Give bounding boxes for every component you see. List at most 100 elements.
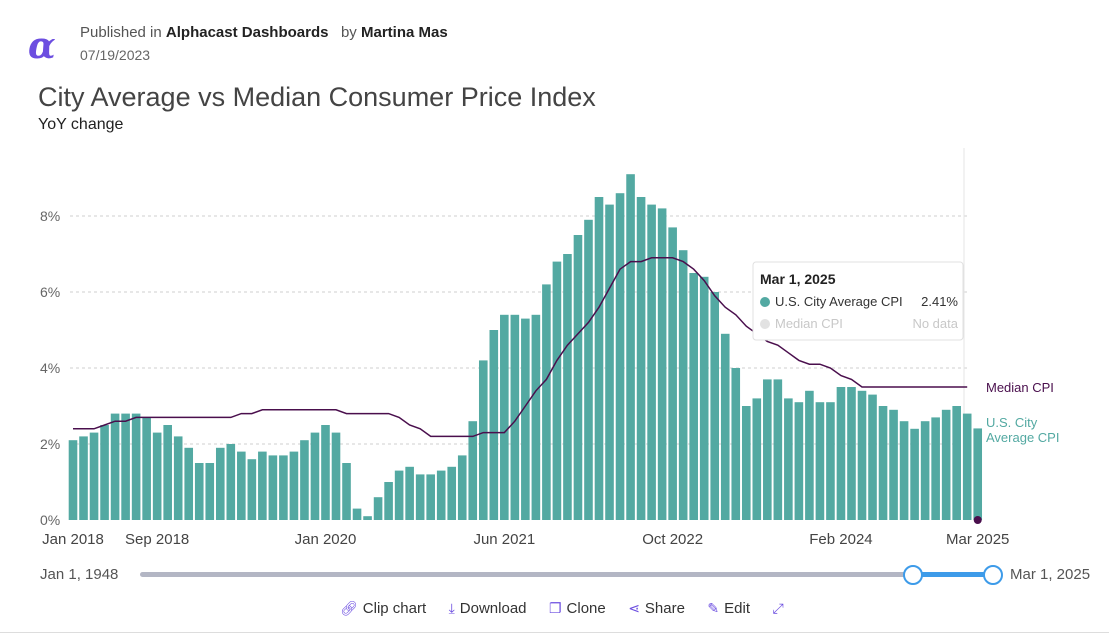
bar bbox=[552, 261, 562, 520]
x-tick-label: Oct 2022 bbox=[642, 531, 703, 548]
city-cpi-label-line1: U.S. City bbox=[986, 415, 1038, 430]
bar bbox=[205, 463, 215, 520]
bar bbox=[321, 425, 330, 520]
bar bbox=[436, 470, 446, 520]
by-prefix: by bbox=[340, 24, 357, 41]
clip-chart-button[interactable]: 🔗︎ Clip chart bbox=[340, 600, 426, 617]
y-tick-label: 2% bbox=[40, 436, 60, 452]
bar bbox=[720, 333, 730, 520]
bar bbox=[668, 227, 677, 520]
tooltip-box bbox=[752, 261, 964, 341]
bar bbox=[784, 398, 793, 520]
bar bbox=[173, 436, 183, 520]
bar bbox=[468, 421, 478, 520]
bar bbox=[279, 455, 288, 520]
tooltip-city-swatch bbox=[760, 297, 770, 307]
bar bbox=[258, 451, 267, 520]
divider bbox=[0, 632, 1109, 633]
bar bbox=[826, 402, 835, 520]
range-slider[interactable]: Jan 1, 1948 Mar 1, 2025 bbox=[0, 560, 1109, 590]
chart-subtitle: YoY change bbox=[38, 116, 124, 133]
bar bbox=[215, 447, 225, 520]
hover-point bbox=[973, 516, 982, 524]
bar bbox=[363, 516, 372, 520]
bar bbox=[773, 379, 783, 520]
bar bbox=[899, 421, 909, 520]
bar bbox=[300, 440, 309, 520]
x-tick-label: Jan 2020 bbox=[295, 531, 357, 548]
share-button[interactable]: ⋖ Share bbox=[628, 600, 685, 617]
tooltip-city-value: 2.41% bbox=[921, 294, 958, 309]
bar bbox=[405, 466, 414, 520]
bar bbox=[415, 474, 425, 520]
bar bbox=[605, 204, 614, 520]
bar bbox=[447, 466, 457, 520]
tooltip-median-label: Median CPI bbox=[775, 316, 843, 331]
edit-label: Edit bbox=[724, 600, 750, 617]
bar bbox=[741, 406, 751, 520]
bar bbox=[510, 314, 520, 520]
bar bbox=[489, 330, 499, 520]
x-tick-label: Feb 2024 bbox=[809, 531, 872, 548]
bar bbox=[194, 463, 204, 520]
cpi-chart[interactable]: 0% 2% 4% 6% 8% Jan 2018 Sep 2018 Jan 2020 Jun 20… bbox=[0, 140, 1109, 555]
publisher-link[interactable]: Alphacast Dashboards bbox=[165, 24, 329, 41]
alpha-logo-icon[interactable]: α bbox=[28, 25, 56, 67]
bar bbox=[310, 432, 320, 520]
median-cpi-label: Median CPI bbox=[986, 380, 1054, 395]
bar bbox=[952, 406, 961, 520]
fullscreen-button[interactable]: ⤢ bbox=[772, 600, 788, 617]
bar bbox=[478, 360, 488, 520]
bar bbox=[647, 204, 656, 520]
bar bbox=[962, 413, 972, 520]
bar bbox=[973, 428, 983, 520]
x-tick-label: Sep 2018 bbox=[125, 531, 189, 548]
bar bbox=[131, 413, 141, 520]
range-start-label: Jan 1, 1948 bbox=[40, 566, 119, 583]
bar bbox=[89, 432, 99, 520]
chart-title: City Average vs Median Consumer Price In… bbox=[38, 82, 596, 112]
share-label: Share bbox=[644, 600, 685, 617]
bar bbox=[331, 432, 341, 520]
download-icon: ⤓ bbox=[448, 600, 455, 616]
bar bbox=[847, 387, 856, 520]
tooltip-date: Mar 1, 2025 bbox=[760, 271, 836, 287]
bar bbox=[868, 394, 877, 520]
clone-button[interactable]: ❐ Clone bbox=[549, 600, 606, 617]
bar bbox=[731, 368, 741, 520]
bar bbox=[752, 398, 762, 520]
download-button[interactable]: ⤓ Download bbox=[449, 600, 527, 617]
bar bbox=[910, 428, 919, 520]
range-end-handle[interactable] bbox=[983, 565, 1003, 585]
edit-icon: ✎ bbox=[707, 600, 720, 616]
bar bbox=[457, 455, 467, 520]
clone-icon: ❐ bbox=[548, 600, 562, 616]
bar bbox=[384, 482, 393, 520]
bar bbox=[68, 440, 78, 520]
range-track[interactable] bbox=[140, 572, 992, 577]
bar bbox=[352, 508, 362, 520]
bar bbox=[542, 284, 551, 520]
range-selected[interactable] bbox=[912, 572, 992, 577]
y-tick-label: 8% bbox=[40, 208, 60, 224]
edit-button[interactable]: ✎ Edit bbox=[707, 600, 750, 617]
publication-info: Published in Alphacast Dashboards by Mar… bbox=[80, 24, 448, 41]
y-tick-label: 0% bbox=[40, 512, 60, 528]
bar bbox=[857, 390, 867, 520]
bar bbox=[342, 463, 351, 520]
bar bbox=[110, 413, 120, 520]
range-start-handle[interactable] bbox=[903, 565, 923, 585]
median-cpi-line bbox=[73, 257, 968, 438]
bar bbox=[710, 292, 720, 520]
share-icon: ⋖ bbox=[628, 600, 640, 616]
bar bbox=[152, 432, 162, 520]
publish-date: 07/19/2023 bbox=[80, 47, 151, 63]
bar bbox=[805, 390, 814, 520]
bar bbox=[237, 451, 246, 520]
tooltip-median-value: No data bbox=[912, 316, 958, 331]
author-link[interactable]: Martina Mas bbox=[360, 24, 448, 41]
city-cpi-label-line2: Average CPI bbox=[986, 430, 1059, 445]
x-tick-label: Jan 2018 bbox=[42, 531, 104, 548]
bar bbox=[678, 250, 688, 520]
bar bbox=[79, 436, 88, 520]
